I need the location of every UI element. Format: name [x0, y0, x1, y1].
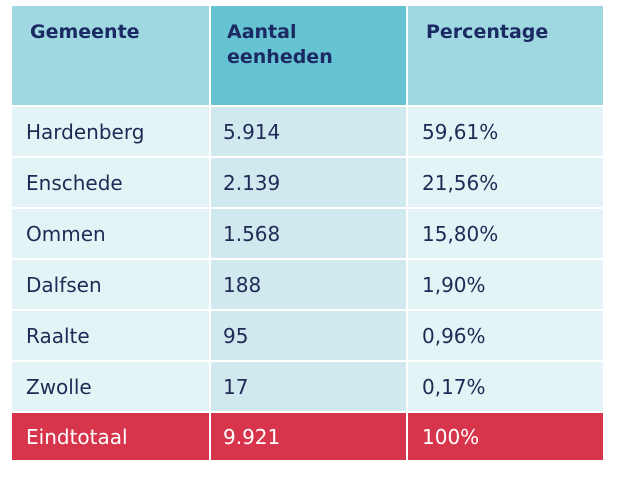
cell-percentage: 15,80% — [407, 207, 603, 259]
cell-percentage: 0,17% — [407, 360, 603, 412]
cell-gemeente: Ommen — [12, 207, 211, 259]
table-row: Zwolle 17 0,17% — [12, 360, 603, 412]
cell-percentage: 21,56% — [407, 156, 603, 208]
header-aantal-line1: Aantal — [227, 21, 297, 43]
cell-gemeente: Enschede — [12, 156, 211, 208]
table-row: Ommen 1.568 15,80% — [12, 207, 603, 259]
header-percentage: Percentage — [407, 6, 603, 106]
table-row: Enschede 2.139 21,56% — [12, 156, 603, 208]
table-header-row: Gemeente Aantal eenheden Percentage — [12, 6, 603, 106]
total-label: Eindtotaal — [12, 411, 211, 460]
cell-aantal: 17 — [210, 360, 408, 412]
cell-aantal: 95 — [210, 309, 408, 361]
total-percentage: 100% — [407, 411, 603, 460]
cell-gemeente: Zwolle — [12, 360, 211, 412]
cell-gemeente: Raalte — [12, 309, 211, 361]
cell-gemeente: Hardenberg — [12, 105, 211, 157]
cell-percentage: 59,61% — [407, 105, 603, 157]
cell-aantal: 2.139 — [210, 156, 408, 208]
cell-aantal: 5.914 — [210, 105, 408, 157]
table-row: Dalfsen 188 1,90% — [12, 258, 603, 310]
total-aantal: 9.921 — [210, 411, 408, 460]
cell-gemeente: Dalfsen — [12, 258, 211, 310]
header-aantal-eenheden: Aantal eenheden — [210, 6, 408, 106]
cell-percentage: 1,90% — [407, 258, 603, 310]
cell-aantal: 188 — [210, 258, 408, 310]
total-row: Eindtotaal 9.921 100% — [12, 411, 603, 460]
cell-percentage: 0,96% — [407, 309, 603, 361]
header-aantal-line2: eenheden — [227, 46, 333, 68]
header-gemeente: Gemeente — [12, 6, 211, 106]
table-row: Hardenberg 5.914 59,61% — [12, 105, 603, 157]
table-row: Raalte 95 0,96% — [12, 309, 603, 361]
municipality-table: Gemeente Aantal eenheden Percentage Harde… — [12, 6, 603, 460]
cell-aantal: 1.568 — [210, 207, 408, 259]
